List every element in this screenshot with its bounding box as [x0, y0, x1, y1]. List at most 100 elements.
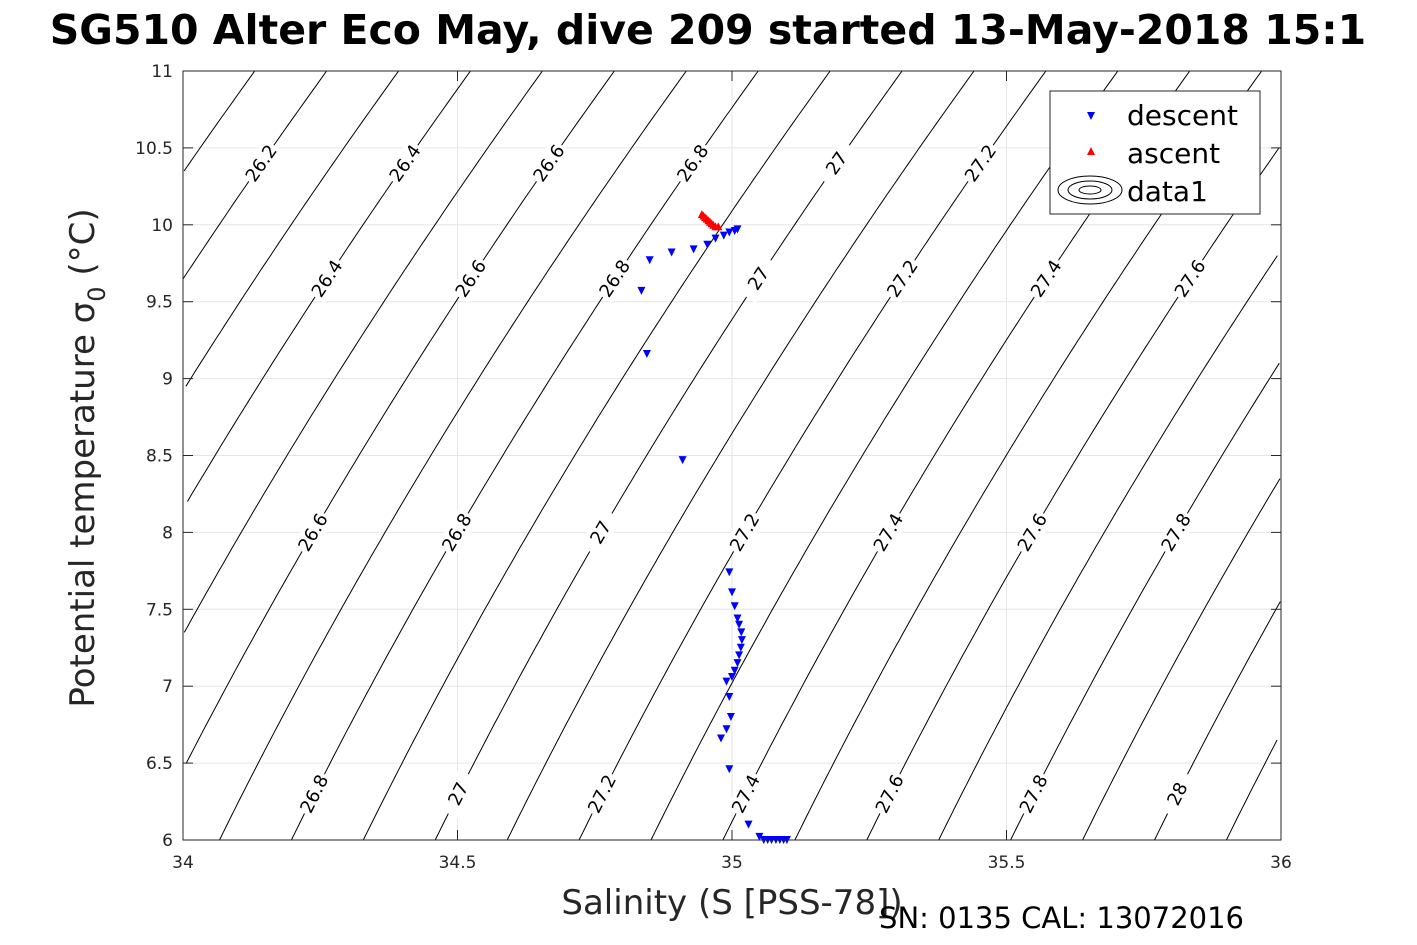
- contour-label-background: [1168, 254, 1212, 304]
- density-contour: [434, 70, 903, 841]
- descent-point: [722, 725, 731, 734]
- density-contour: [938, 255, 1278, 841]
- contour-label-background: [881, 254, 924, 304]
- descent-point: [725, 228, 734, 237]
- y-tick-label: 9: [162, 370, 173, 390]
- legend-ascent-label: ascent: [1127, 137, 1220, 170]
- legend-ascent-marker: [1087, 147, 1095, 155]
- descent-point: [637, 286, 646, 295]
- y-tick-label: 7.5: [146, 600, 173, 620]
- descent-point: [730, 666, 739, 675]
- legend-data1-label: data1: [1127, 175, 1208, 208]
- descent-point: [755, 832, 764, 841]
- descent-point: [689, 245, 698, 254]
- density-contour: [1082, 478, 1281, 841]
- contour-label-background: [305, 254, 349, 304]
- contour-label-background: [239, 138, 283, 188]
- x-ticks: 34 34.5 35 35.5 36: [172, 71, 1292, 873]
- density-contour: [183, 70, 256, 172]
- density-contour: [362, 70, 831, 841]
- contour-label-background: [815, 138, 859, 188]
- y-tick-label: 11: [151, 62, 173, 82]
- contour-label-background: [737, 254, 780, 304]
- x-axis-label: Salinity (S [PSS-78]): [561, 883, 902, 923]
- legend-descent-marker: [1087, 112, 1095, 120]
- descent-point: [642, 350, 651, 358]
- contour-label-background: [383, 138, 427, 188]
- x-tick-label: 34: [172, 853, 194, 873]
- contour-label-background: [1011, 507, 1054, 557]
- descent-point: [737, 628, 746, 637]
- descent-point: [737, 636, 746, 645]
- y-tick-label: 8: [162, 523, 173, 543]
- legend-descent-label: descent: [1127, 99, 1238, 132]
- density-contour: [1225, 739, 1278, 841]
- contour-label-background: [438, 769, 479, 819]
- contour-label-background: [726, 769, 766, 819]
- y-tick-label: 7: [162, 677, 173, 697]
- y-tick-label: 9.5: [146, 293, 173, 313]
- y-tick-label: 10: [151, 216, 173, 236]
- contour-label-background: [580, 507, 622, 557]
- density-contour: [578, 70, 1047, 841]
- ascent-point: [714, 222, 723, 231]
- contour-label-background: [593, 254, 637, 304]
- descent-point: [726, 713, 735, 721]
- x-tick-label: 35.5: [988, 853, 1026, 873]
- contour-label-background: [958, 138, 1003, 188]
- contour-label-background: [1024, 254, 1068, 304]
- legend-contour-icon: [1057, 175, 1123, 205]
- descent-point: [717, 734, 725, 743]
- descent-point: [725, 693, 734, 701]
- contour-label: 28: [1157, 769, 1198, 819]
- y-axis-label-subscript: 0: [83, 286, 111, 301]
- density-contour: [183, 70, 543, 633]
- contour-label-background: [449, 254, 493, 304]
- contour-label-background: [436, 507, 478, 557]
- descent-point: [728, 588, 736, 597]
- legend: descent ascent data1: [1049, 90, 1261, 215]
- contour-label-background: [724, 507, 766, 557]
- descent-point: [725, 568, 734, 577]
- y-ticks: 6 6.5 7 7.5 8 8.5 9 9.5 10 10.5 11: [135, 62, 1281, 851]
- descent-point: [725, 765, 734, 774]
- descent-point: [735, 651, 744, 660]
- descent-point: [722, 677, 731, 686]
- descent-point: [736, 643, 745, 652]
- descent-series: [637, 225, 791, 844]
- density-contour: [650, 70, 1119, 841]
- density-contour: [219, 70, 687, 841]
- density-contour: [290, 70, 759, 841]
- descent-point: [645, 256, 654, 265]
- contour-label-background: [292, 507, 334, 557]
- descent-point: [730, 602, 739, 611]
- density-contour: [185, 70, 615, 764]
- descent-point: [744, 820, 753, 829]
- descent-point: [678, 456, 687, 465]
- contour-label-background: [1157, 769, 1198, 819]
- contour-label-background: [671, 138, 715, 188]
- descent-point: [667, 248, 676, 257]
- contour-label-background: [1013, 769, 1054, 819]
- contour-label-background: [867, 507, 910, 557]
- ascent-series: [697, 210, 723, 231]
- contour-label-background: [1155, 507, 1197, 557]
- descent-point: [703, 240, 712, 249]
- x-tick-label: 34.5: [439, 853, 477, 873]
- contour-label-background: [582, 769, 622, 819]
- density-contour: [1010, 362, 1280, 841]
- y-axis-label-unit: (°C): [63, 208, 103, 286]
- x-tick-label: 35: [721, 853, 743, 873]
- x-tick-label: 36: [1270, 853, 1292, 873]
- density-contour: [185, 70, 400, 387]
- contour-label-background: [870, 769, 910, 819]
- y-axis-label-main: Potential temperature σ: [63, 302, 103, 708]
- instrument-footer: SN: 0135 CAL: 13072016: [879, 901, 1244, 935]
- descent-point: [728, 673, 736, 681]
- y-tick-label: 6: [162, 831, 173, 851]
- descent-point: [711, 234, 720, 243]
- contour-label-background: [527, 138, 571, 188]
- contour-label-background: [294, 769, 335, 819]
- descent-point: [733, 614, 742, 623]
